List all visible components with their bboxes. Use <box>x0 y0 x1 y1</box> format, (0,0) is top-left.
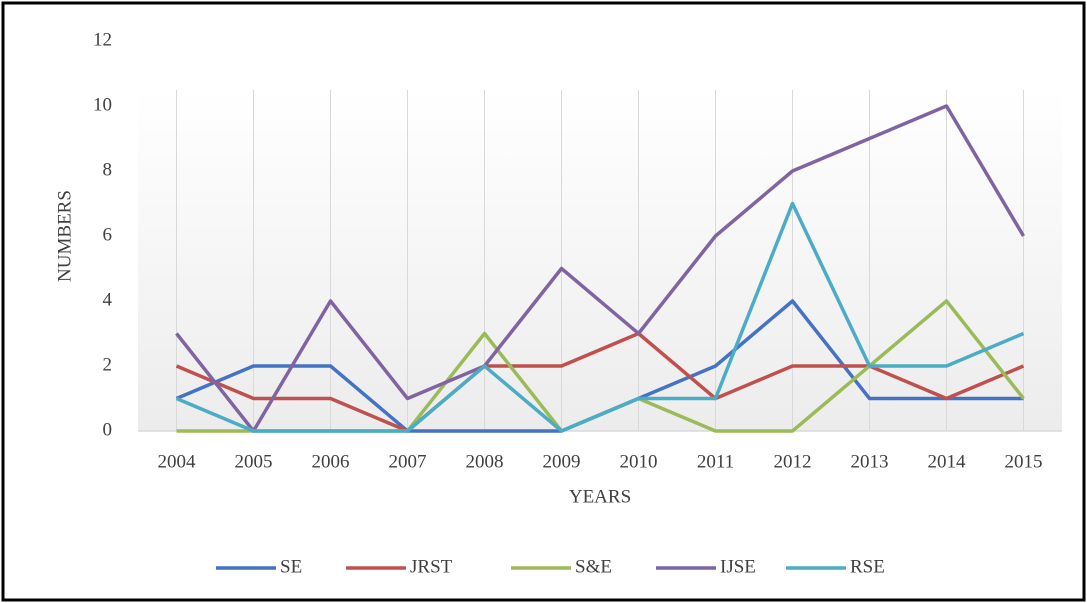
series-line <box>175 104 1026 433</box>
plot-area <box>138 90 1062 431</box>
series-line <box>175 331 1025 433</box>
series-line <box>175 201 1025 433</box>
x-tick-label: 2012 <box>774 451 812 472</box>
x-tick-label: 2006 <box>312 451 350 472</box>
x-tick-label: 2008 <box>466 451 504 472</box>
x-tick-label: 2014 <box>928 451 967 472</box>
x-tick-label: 2015 <box>1005 451 1043 472</box>
x-axis-label: YEARS <box>569 486 631 507</box>
x-tick-label: 2010 <box>620 451 658 472</box>
legend-label: IJSE <box>720 556 756 577</box>
x-tick-label: 2013 <box>851 451 889 472</box>
y-tick-label: 0 <box>103 419 113 440</box>
legend-label: S&E <box>575 556 612 577</box>
x-tick-label: 2005 <box>235 451 273 472</box>
x-tick-label: 2011 <box>697 451 734 472</box>
y-tick-label: 6 <box>103 224 113 245</box>
y-tick-label: 4 <box>103 289 113 310</box>
y-tick-label: 10 <box>93 94 112 115</box>
legend-label: JRST <box>410 556 453 577</box>
y-axis-label: NUMBERS <box>54 190 75 282</box>
y-tick-label: 12 <box>93 29 112 50</box>
y-tick-label: 8 <box>103 159 113 180</box>
legend-label: SE <box>280 556 302 577</box>
legend-label: RSE <box>850 556 885 577</box>
y-tick-label: 2 <box>103 354 113 375</box>
x-tick-label: 2007 <box>389 451 427 472</box>
x-tick-label: 2009 <box>543 451 581 472</box>
x-tick-label: 2004 <box>158 451 197 472</box>
